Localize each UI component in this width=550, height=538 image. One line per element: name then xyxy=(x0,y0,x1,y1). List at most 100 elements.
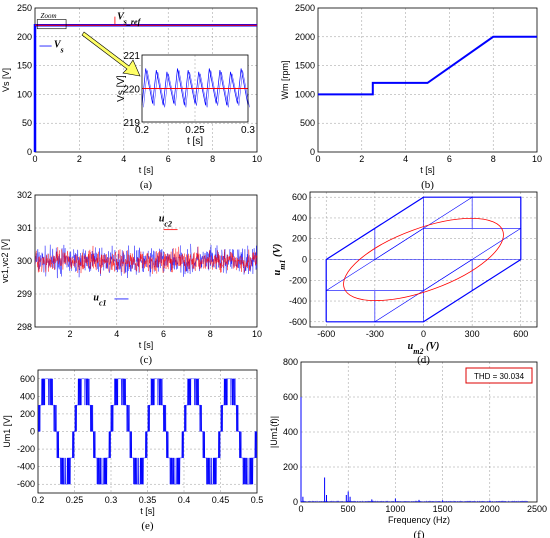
x-tick-label: 2 xyxy=(359,154,364,164)
chart-d: -600 -300 0 300 600 -600 -400 -200 0 200 400 600 (d)… xyxy=(272,191,538,366)
inset-series-vs-shadow xyxy=(143,70,250,108)
y-tick-label: 50 xyxy=(22,118,32,128)
x-tick-label: 600 xyxy=(513,329,528,339)
vs-ref-label: Vs_ref xyxy=(117,12,141,27)
x-axis-label: t [s] xyxy=(139,165,154,175)
y-axis-label: um1 (V) xyxy=(272,244,287,276)
x-tick-label: 500 xyxy=(341,504,356,514)
panel-caption: (c) xyxy=(140,354,153,366)
x-tick-label: 0.35 xyxy=(139,495,157,505)
x-tick-label: 0.3 xyxy=(105,495,118,505)
y-tick-label: 2000 xyxy=(295,32,315,42)
inset-y-tick-label: 219 xyxy=(123,118,140,129)
y-tick-label: -200 xyxy=(289,275,307,285)
x-tick-label: 0 xyxy=(421,329,426,339)
y-tick-label: 600 xyxy=(20,374,35,384)
panel-caption: (f) xyxy=(414,529,425,538)
uc2-label: uc2 xyxy=(159,213,172,228)
y-tick-label: 2500 xyxy=(295,3,315,13)
inset-x-axis-label: t [s] xyxy=(187,136,203,147)
circle-trajectory xyxy=(343,218,504,301)
x-tick-label: 2 xyxy=(68,329,73,339)
x-tick-label: 1500 xyxy=(433,504,453,514)
x-axis-label: Frequency (Hz) xyxy=(388,515,450,525)
x-tick-label: 2000 xyxy=(480,504,500,514)
y-tick-label: -200 xyxy=(17,444,35,454)
x-tick-label: 0.5 xyxy=(251,495,264,505)
y-tick-label: 1000 xyxy=(295,89,315,99)
y-tick-label: 100 xyxy=(17,89,32,99)
x-tick-label: 10 xyxy=(252,329,262,339)
inset-x-tick-label: 0.3 xyxy=(241,125,255,136)
panel-caption: (b) xyxy=(421,179,434,191)
y-axis-label: Um1 [V] xyxy=(2,415,12,448)
y-tick-label: 0 xyxy=(30,427,35,437)
y-axis-label: Wm [rpm] xyxy=(280,61,290,100)
chart-c: 2 4 6 8 10 298 299 300 301 302 t [s] vc1,vc2 [V] (c)… xyxy=(0,190,262,366)
series-um1-line xyxy=(38,378,257,485)
x-tick-label: 0 xyxy=(298,504,303,514)
y-tick-label: 200 xyxy=(292,234,307,244)
y-tick-label: 600 xyxy=(283,392,298,402)
x-tick-label: 4 xyxy=(114,329,119,339)
x-tick-label: 6 xyxy=(166,154,171,164)
zoom-box xyxy=(36,19,67,30)
x-tick-label: 10 xyxy=(252,154,262,164)
y-tick-label: 1500 xyxy=(295,61,315,71)
y-tick-label: -600 xyxy=(17,479,35,489)
x-tick-label: -300 xyxy=(366,329,384,339)
hexagon-inner-line xyxy=(374,259,473,323)
inset-y-tick-label: 220 xyxy=(123,85,140,96)
panel-caption: (d) xyxy=(417,354,430,366)
x-tick-label: 10 xyxy=(532,154,542,164)
y-tick-label: 298 xyxy=(17,322,32,332)
y-tick-label: 400 xyxy=(283,427,298,437)
x-tick-label: 2500 xyxy=(527,504,547,514)
hexagon-inner-line xyxy=(374,196,473,260)
thd-box xyxy=(465,367,533,384)
x-axis-label: t [s] xyxy=(140,506,155,516)
x-tick-label: 4 xyxy=(121,154,126,164)
y-tick-label: 150 xyxy=(17,61,32,71)
y-tick-label: 0 xyxy=(302,255,307,265)
thd-label: THD = 30.034 xyxy=(474,372,525,381)
y-tick-label: 0 xyxy=(27,147,32,157)
x-tick-label: 4 xyxy=(403,154,408,164)
y-tick-label: 300 xyxy=(17,256,32,266)
y-axis-label: Vs [V] xyxy=(1,68,11,92)
y-tick-label: 299 xyxy=(17,289,32,299)
x-tick-label: 1000 xyxy=(385,504,405,514)
x-tick-label: -600 xyxy=(317,329,335,339)
x-tick-label: 6 xyxy=(447,154,452,164)
y-tick-label: 301 xyxy=(17,223,32,233)
plot-frame xyxy=(34,194,258,328)
y-tick-label: 200 xyxy=(17,32,32,42)
y-tick-label: 200 xyxy=(283,462,298,472)
inset-y-axis-label: Vs [V] xyxy=(116,75,127,102)
x-axis-label: t [s] xyxy=(139,340,154,350)
y-tick-label: 200 xyxy=(20,409,35,419)
y-tick-label: -400 xyxy=(17,462,35,472)
x-tick-label: 8 xyxy=(210,154,215,164)
series-uc2-line xyxy=(34,245,258,274)
panel-caption: (e) xyxy=(141,520,154,532)
x-tick-label: 2 xyxy=(77,154,82,164)
y-tick-label: -400 xyxy=(289,296,307,306)
x-tick-label: 0.25 xyxy=(66,495,84,505)
chart-e: 0.2 0.25 0.3 0.35 0.4 0.45 0.5 -600 -400 -200 0 200… xyxy=(2,369,264,532)
uc1-label: uc1 xyxy=(93,293,106,308)
y-tick-label: 400 xyxy=(292,213,307,223)
zoom-arrow xyxy=(81,31,141,77)
inset-x-tick-label: 0.2 xyxy=(135,125,149,136)
x-tick-label: 8 xyxy=(491,154,496,164)
series-wm-line xyxy=(318,35,537,96)
y-axis-label: vc1,vc2 [V] xyxy=(0,239,10,283)
y-tick-label: 302 xyxy=(17,190,32,200)
x-tick-label: 0.4 xyxy=(178,495,191,505)
x-tick-label: 0.45 xyxy=(212,495,230,505)
zoom-label: Zoom xyxy=(41,12,57,20)
y-tick-label: -600 xyxy=(289,317,307,327)
x-tick-label: 0 xyxy=(32,154,37,164)
